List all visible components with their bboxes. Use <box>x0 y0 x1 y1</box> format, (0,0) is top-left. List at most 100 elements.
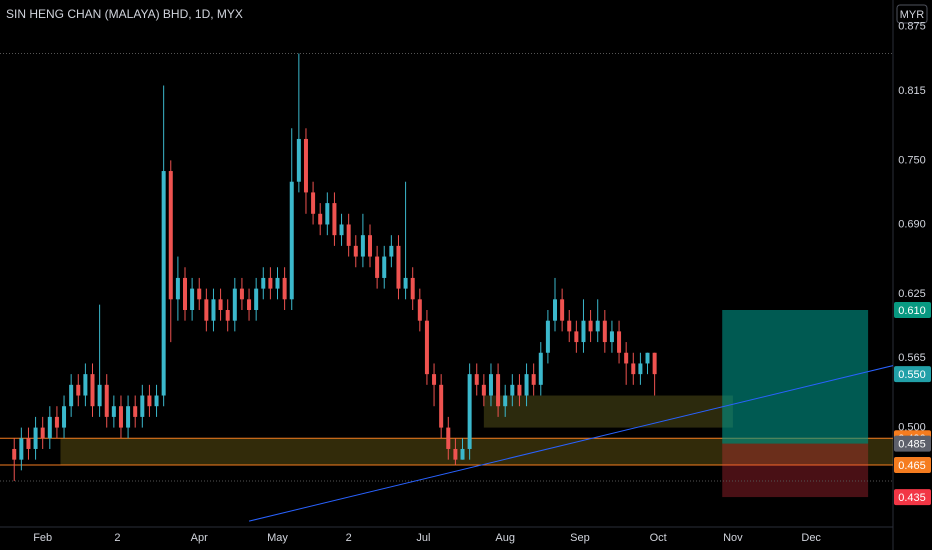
candle-body <box>168 171 173 300</box>
candle-body <box>524 374 529 396</box>
price-badge <box>894 489 931 506</box>
candle-body <box>410 277 415 300</box>
candle-body <box>631 363 636 375</box>
candle-body <box>140 395 145 417</box>
x-tick-label: Dec <box>801 532 821 544</box>
candle-body <box>175 277 180 300</box>
candle-body <box>567 320 572 332</box>
candle-body <box>481 384 486 396</box>
candle-body <box>638 363 643 375</box>
x-tick-label: Aug <box>495 532 515 544</box>
candle-body <box>54 416 59 428</box>
plot-area <box>0 52 894 522</box>
candle-body <box>602 320 607 343</box>
x-tick-label: Apr <box>191 532 208 544</box>
candle-body <box>275 277 280 289</box>
candle-body <box>496 374 501 407</box>
candle-body <box>652 352 657 375</box>
candle-body <box>325 203 330 225</box>
candle-body <box>403 277 408 289</box>
x-tick-label: Nov <box>723 532 743 544</box>
candle-body <box>432 374 437 385</box>
candle-body <box>332 203 337 236</box>
candle-body <box>204 299 209 321</box>
candle-body <box>453 448 458 460</box>
candle-body <box>581 320 586 343</box>
candle-body <box>574 331 579 343</box>
candle-body <box>33 427 38 449</box>
candle-body <box>488 374 493 396</box>
y-tick-label: 0.875 <box>898 21 926 33</box>
candle-body <box>353 245 358 257</box>
price-badge <box>894 366 931 383</box>
y-tick-label: 0.750 <box>898 154 926 166</box>
candle-body <box>261 277 266 289</box>
candle-body <box>510 384 515 396</box>
candle-body <box>268 277 273 289</box>
candle-body <box>183 277 188 310</box>
candle-body <box>111 406 116 417</box>
candle-body <box>161 171 166 396</box>
x-tick-label: Sep <box>570 532 590 544</box>
candle-body <box>382 256 387 278</box>
x-tick-label: May <box>267 532 288 544</box>
candle-body <box>446 427 451 449</box>
y-tick-label: 0.565 <box>898 352 926 364</box>
x-tick-label: 2 <box>346 532 352 544</box>
candle-body <box>254 288 259 310</box>
candle-body <box>90 374 95 407</box>
candle-body <box>311 192 316 214</box>
candle-body <box>474 374 479 385</box>
candle-body <box>360 235 365 257</box>
candle-body <box>12 448 17 460</box>
price-badge <box>894 457 931 473</box>
candle-body <box>617 331 622 353</box>
candle-body <box>303 138 308 193</box>
candle-body <box>218 299 223 310</box>
candle-body <box>645 352 650 364</box>
price-badge <box>894 435 931 452</box>
candle-body <box>346 224 351 246</box>
candle-body <box>147 395 152 407</box>
candle-body <box>62 406 67 428</box>
candle-body <box>339 224 344 236</box>
candle-body <box>368 235 373 257</box>
candle-body <box>197 288 202 300</box>
candle-body <box>553 299 558 321</box>
price-badge-label: 0.435 <box>898 492 926 504</box>
price-badge-label: 0.485 <box>898 439 926 451</box>
candle-body <box>211 299 216 321</box>
candle-body <box>318 213 323 225</box>
candle-body <box>560 299 565 321</box>
candle-body <box>460 448 465 460</box>
candle-body <box>190 288 195 310</box>
candle-body <box>69 384 74 407</box>
candle-body <box>47 416 52 439</box>
y-tick-label: 0.690 <box>898 218 926 230</box>
x-tick-label: 2 <box>114 532 120 544</box>
candle-body <box>154 395 159 407</box>
price-badge <box>894 302 931 318</box>
candle-body <box>296 138 301 182</box>
candle-body <box>19 438 24 460</box>
candle-body <box>467 374 472 449</box>
candle-body <box>531 374 536 385</box>
chart-title: SIN HENG CHAN (MALAYA) BHD, 1D, MYX <box>6 7 243 21</box>
currency-label[interactable]: MYR <box>900 9 925 21</box>
candle-body <box>375 256 380 278</box>
currency-button[interactable] <box>896 4 928 24</box>
candle-body <box>503 395 508 407</box>
y-tick-label: 0.625 <box>898 288 926 300</box>
candle-body <box>624 352 629 364</box>
price-badge-label: 0.610 <box>898 305 926 317</box>
candle-body <box>595 320 600 332</box>
candle-body <box>126 406 131 428</box>
y-tick-label: 0.500 <box>898 421 926 433</box>
candle-body <box>239 288 244 300</box>
candle-body <box>609 331 614 343</box>
stop-zone <box>722 443 869 498</box>
y-tick-label: 0.815 <box>898 85 926 97</box>
